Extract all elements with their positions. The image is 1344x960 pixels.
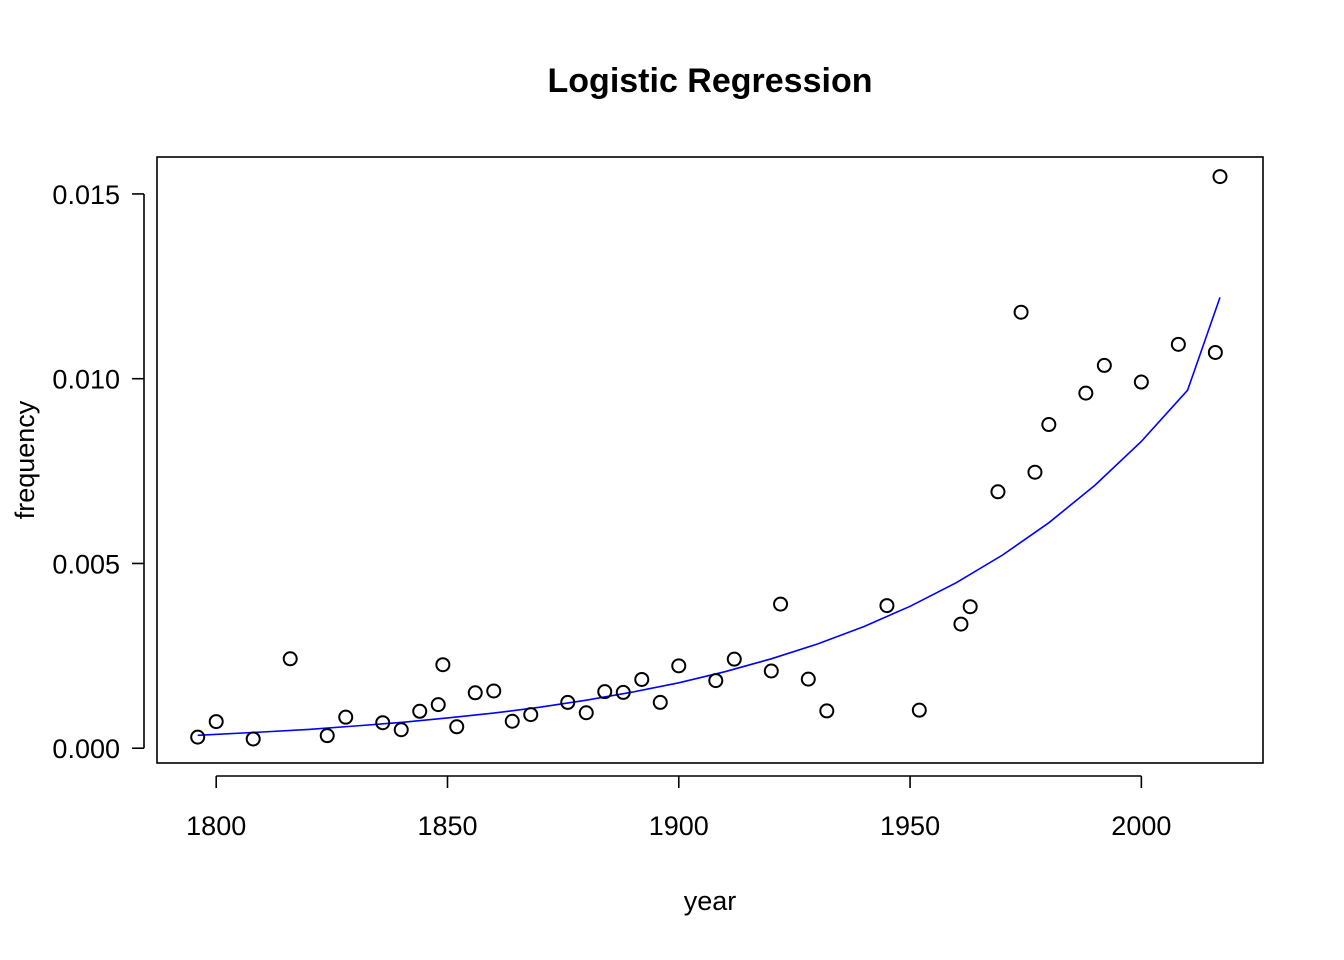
data-point: [726, 651, 742, 667]
data-point: [1096, 357, 1112, 373]
data-point: [708, 673, 724, 689]
data-point: [1170, 336, 1186, 352]
y-tick-label: 0.000: [52, 734, 120, 764]
x-tick-label: 1900: [649, 811, 709, 841]
data-point: [962, 599, 978, 615]
data-point: [486, 683, 502, 699]
y-tick-label: 0.010: [52, 365, 120, 395]
data-point: [319, 728, 335, 744]
data-point: [1027, 464, 1043, 480]
data-point: [523, 707, 539, 723]
x-tick-label: 1850: [417, 811, 477, 841]
data-point: [1013, 304, 1029, 320]
data-point: [412, 703, 428, 719]
y-tick-label: 0.015: [52, 180, 120, 210]
data-point: [879, 598, 895, 614]
fit-line: [197, 297, 1221, 737]
x-tick-label: 1800: [186, 811, 246, 841]
data-point: [1207, 344, 1223, 360]
data-point: [800, 671, 816, 687]
data-point: [1078, 385, 1094, 401]
data-point: [990, 484, 1006, 500]
data-point: [578, 705, 594, 721]
x-tick-label: 1950: [880, 811, 940, 841]
x-tick-label: 2000: [1111, 811, 1171, 841]
data-point: [435, 657, 451, 673]
data-point: [467, 685, 483, 701]
data-point: [338, 709, 354, 725]
x-axis: 1800 1850 1900 1950 2000: [186, 775, 1171, 841]
data-point: [190, 729, 206, 745]
data-point: [953, 616, 969, 632]
chart-title: Logistic Regression: [548, 62, 873, 100]
data-point: [652, 694, 668, 710]
data-point: [911, 702, 927, 718]
data-point: [615, 684, 631, 700]
data-point: [375, 715, 391, 731]
plot-frame: [156, 156, 1264, 764]
x-axis-label: year: [684, 886, 737, 916]
data-point: [1133, 374, 1149, 390]
data-point: [504, 713, 520, 729]
data-point: [819, 703, 835, 719]
data-point: [430, 697, 446, 713]
data-point: [773, 596, 789, 612]
data-point: [282, 651, 298, 667]
data-point: [763, 663, 779, 679]
y-tick-label: 0.005: [52, 549, 120, 579]
data-point: [597, 684, 613, 700]
data-point: [634, 671, 650, 687]
data-point: [560, 694, 576, 710]
data-point: [393, 722, 409, 738]
y-axis: 0.000 0.005 0.010 0.015: [52, 180, 145, 764]
data-point: [671, 658, 687, 674]
data-point: [245, 731, 261, 747]
data-point: [208, 714, 224, 730]
data-point: [449, 719, 465, 735]
data-points: [190, 169, 1228, 747]
data-point: [1041, 417, 1057, 433]
data-point: [1212, 169, 1228, 185]
y-axis-label: frequency: [10, 400, 40, 519]
